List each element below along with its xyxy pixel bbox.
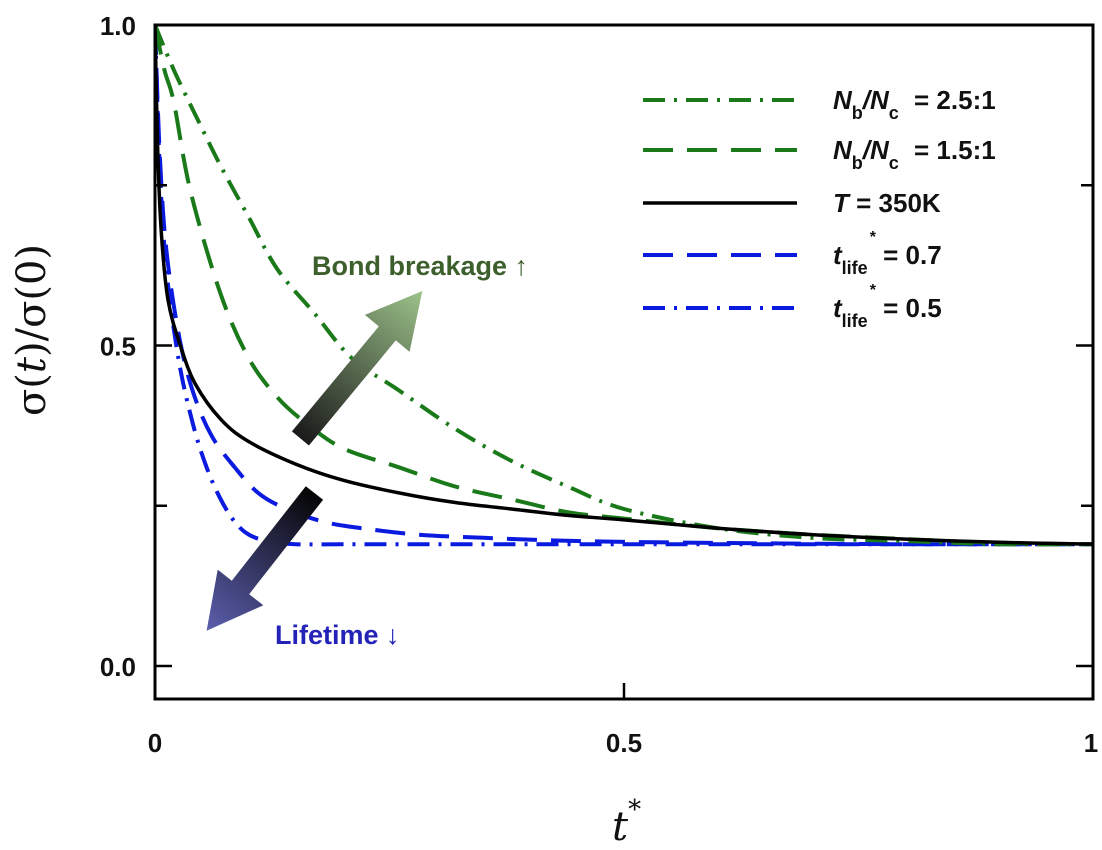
legend-item: Nb/Nc = 1.5:1 [643,135,996,173]
plot-frame [153,23,1095,701]
x-tick-label: 0 [148,728,162,758]
lifetime-arrow [206,486,324,631]
series-line-2 [156,26,1092,546]
y-tick-label: 0.5 [100,332,136,362]
y-tick-label: 0.0 [100,652,136,682]
legend-label: tlife* = 0.5 [833,282,942,331]
legend-label: T = 350K [833,188,941,218]
svg-text:σ(t)/σ(0): σ(t)/σ(0) [9,244,55,416]
annotation-lifetime: Lifetime ↓ [206,486,400,650]
legend-item: tlife* = 0.5 [643,282,942,331]
x-tick-label: 1 [1084,728,1098,758]
x-tick-label: 0.5 [606,728,642,758]
bond-breakage-arrow [291,291,423,446]
legend-label: Nb/Nc = 1.5:1 [833,135,996,173]
ticks-layer: 0 0.5 1 0.0 0.5 1.0 [100,11,1098,758]
y-tick-label: 1.0 [100,11,136,41]
legend-item: Nb/Nc = 2.5:1 [643,85,996,123]
legend-item: T = 350K [643,188,941,218]
annotation-bond-breakage: Bond breakage ↑ [291,251,528,446]
legend-label: tlife* = 0.7 [833,229,942,278]
legend-item: tlife* = 0.7 [643,229,942,278]
y-axis-label: σ(t)/σ(0) [9,244,55,416]
series-line-0 [156,26,1092,547]
bond-breakage-label: Bond breakage ↑ [312,251,528,281]
x-axis-label: t* [612,795,641,850]
legend-label: Nb/Nc = 2.5:1 [833,85,996,123]
legend: Nb/Nc = 2.5:1 Nb/Nc = 1.5:1 T = 350K tlife*… [643,85,996,331]
lifetime-label: Lifetime ↓ [275,620,400,650]
